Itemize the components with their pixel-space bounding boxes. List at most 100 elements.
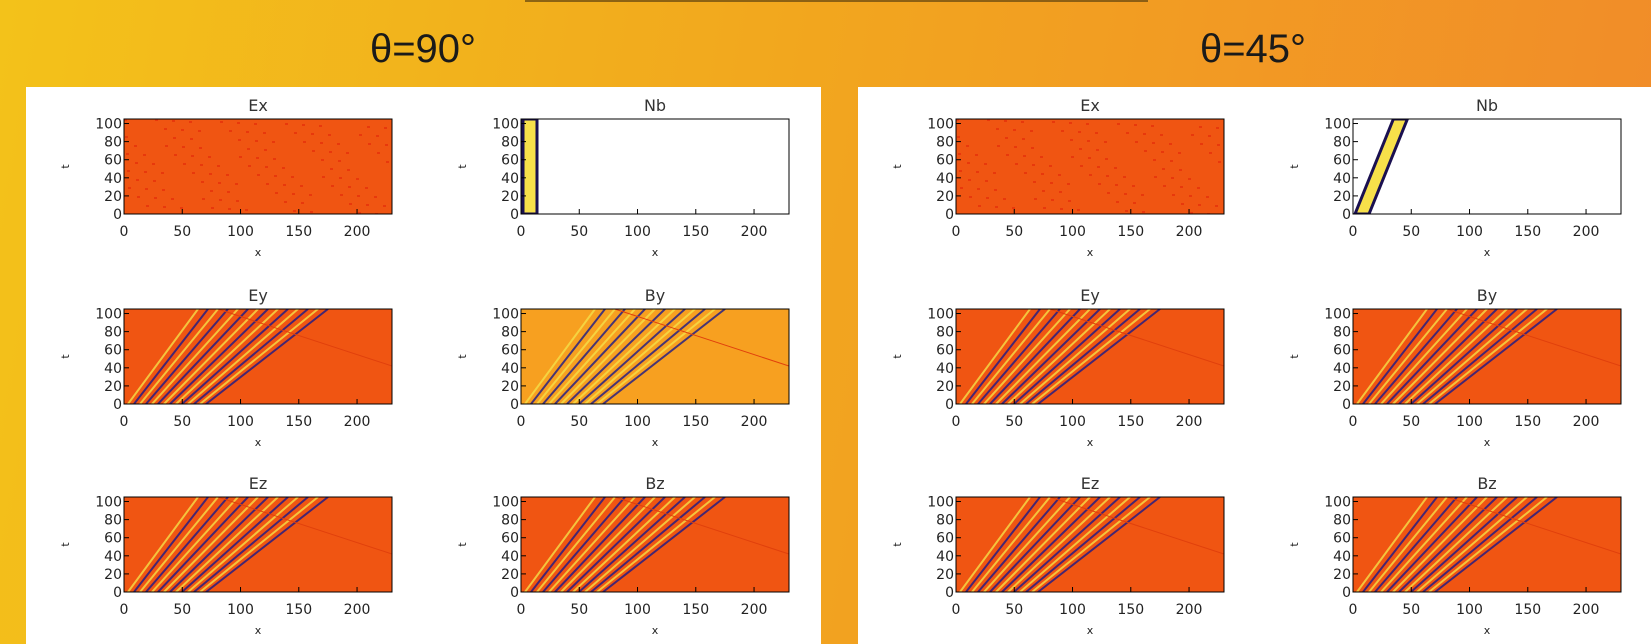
heatmap-speck [220,121,223,123]
heatmap-wave [1356,497,1428,592]
x-tick-label: 150 [682,414,709,430]
heatmap-wave [596,497,716,592]
heatmap-speck [1033,181,1036,183]
heatmap-speck [282,167,285,169]
heatmap-wave [602,497,726,592]
heatmap-speck [1125,210,1128,212]
heatmap-speck [976,171,979,173]
y-axis-label: t [59,164,72,169]
heatmap-speck [310,211,313,213]
y-tick-label: 60 [104,153,122,169]
heatmap-speck [153,180,156,182]
heatmap-speck [164,128,167,130]
heatmap-wave [1428,497,1548,592]
heatmap-speck [1179,169,1182,171]
heatmap-wave [1392,497,1488,592]
plot-frame [1352,308,1622,405]
x-tick-label: 0 [1349,414,1358,430]
y-tick-label: 40 [104,549,122,565]
heatmap-body [1353,497,1621,592]
heatmap-speck [189,121,192,123]
heatmap-wave [175,309,279,404]
heatmap-speck [1151,125,1154,127]
x-tick-label: 100 [227,414,254,430]
heatmap-wave [1001,497,1101,592]
heatmap-wave [1422,309,1538,404]
heatmap-speck [248,165,251,167]
heatmap-speck [1208,135,1211,137]
heatmap-speck [257,174,260,176]
plot-frame [955,118,1225,215]
plot-frame [955,496,1225,593]
plot-title: Bz [1477,474,1496,493]
heatmap-speck [245,209,248,211]
heatmap-wave [1374,309,1458,404]
heatmap-speck [1216,127,1219,129]
heatmap-wave [566,497,666,592]
heatmap-speck [1169,143,1172,145]
heatmap-speck [1115,184,1118,186]
y-axis-label: t [1288,542,1301,547]
x-tick-label: 200 [741,602,768,618]
heatmap-body [1353,119,1621,214]
x-tick-label: 0 [120,602,129,618]
y-axis-label: t [891,354,904,359]
plot-title: By [645,286,665,305]
y-tick-label: 0 [945,397,954,413]
heatmap-speck [1105,158,1108,160]
heatmap-speck [172,120,175,122]
y-tick-label: 20 [936,567,954,583]
heatmap-wave [1031,497,1151,592]
heatmap-wave [1434,497,1558,592]
heatmap-speck [1180,186,1183,188]
x-tick-label: 0 [120,224,129,240]
y-tick-label: 100 [95,495,122,511]
x-tick-label: 150 [285,414,312,430]
heatmap-wave [1410,497,1518,592]
heatmap-speck [1133,202,1136,204]
heatmap-speck [1058,174,1061,176]
x-tick-label: 50 [173,414,191,430]
heatmap-speck [347,169,350,171]
heatmap-wave [1019,497,1131,592]
heatmap-wave [542,497,626,592]
y-tick-label: 20 [936,379,954,395]
heatmap-speck [1095,132,1098,134]
heatmap-wave [127,497,199,592]
y-tick-label: 40 [501,171,519,187]
heatmap-speck [978,205,981,207]
heatmap-speck [966,145,969,147]
y-tick-label: 40 [1333,549,1351,565]
heatmap-speck [346,152,349,154]
heatmap-speck [322,176,325,178]
heatmap-wave [1410,309,1518,404]
heatmap-speck [1067,183,1070,185]
heatmap-speck [126,153,129,155]
heatmap-wave [989,497,1081,592]
heatmap-wave [139,497,219,592]
heatmap-wave [959,497,1031,592]
heatmap-wave [199,309,319,404]
heatmap [124,309,392,404]
heatmap-body [124,119,392,214]
heatmap-speck [1199,126,1202,128]
plot-frame [1352,118,1622,215]
x-axis-label: x [1087,246,1094,259]
heatmap-speck [1144,150,1147,152]
x-tick-label: 150 [682,224,709,240]
x-tick-label: 150 [1117,602,1144,618]
y-tick-label: 60 [936,343,954,359]
heatmap-wave [530,309,606,404]
y-tick-label: 100 [1324,495,1351,511]
heatmap-speck [1206,196,1209,198]
x-tick-label: 100 [624,224,651,240]
x-tick-label: 0 [952,602,961,618]
y-tick-label: 0 [945,585,954,601]
x-tick-label: 50 [1005,224,1023,240]
x-tick-label: 150 [682,602,709,618]
heatmap-speck [174,154,177,156]
heatmap-speck [1042,190,1045,192]
heatmap-speck [1032,164,1035,166]
y-tick-label: 0 [1342,397,1351,413]
heatmap-wave [566,309,666,404]
